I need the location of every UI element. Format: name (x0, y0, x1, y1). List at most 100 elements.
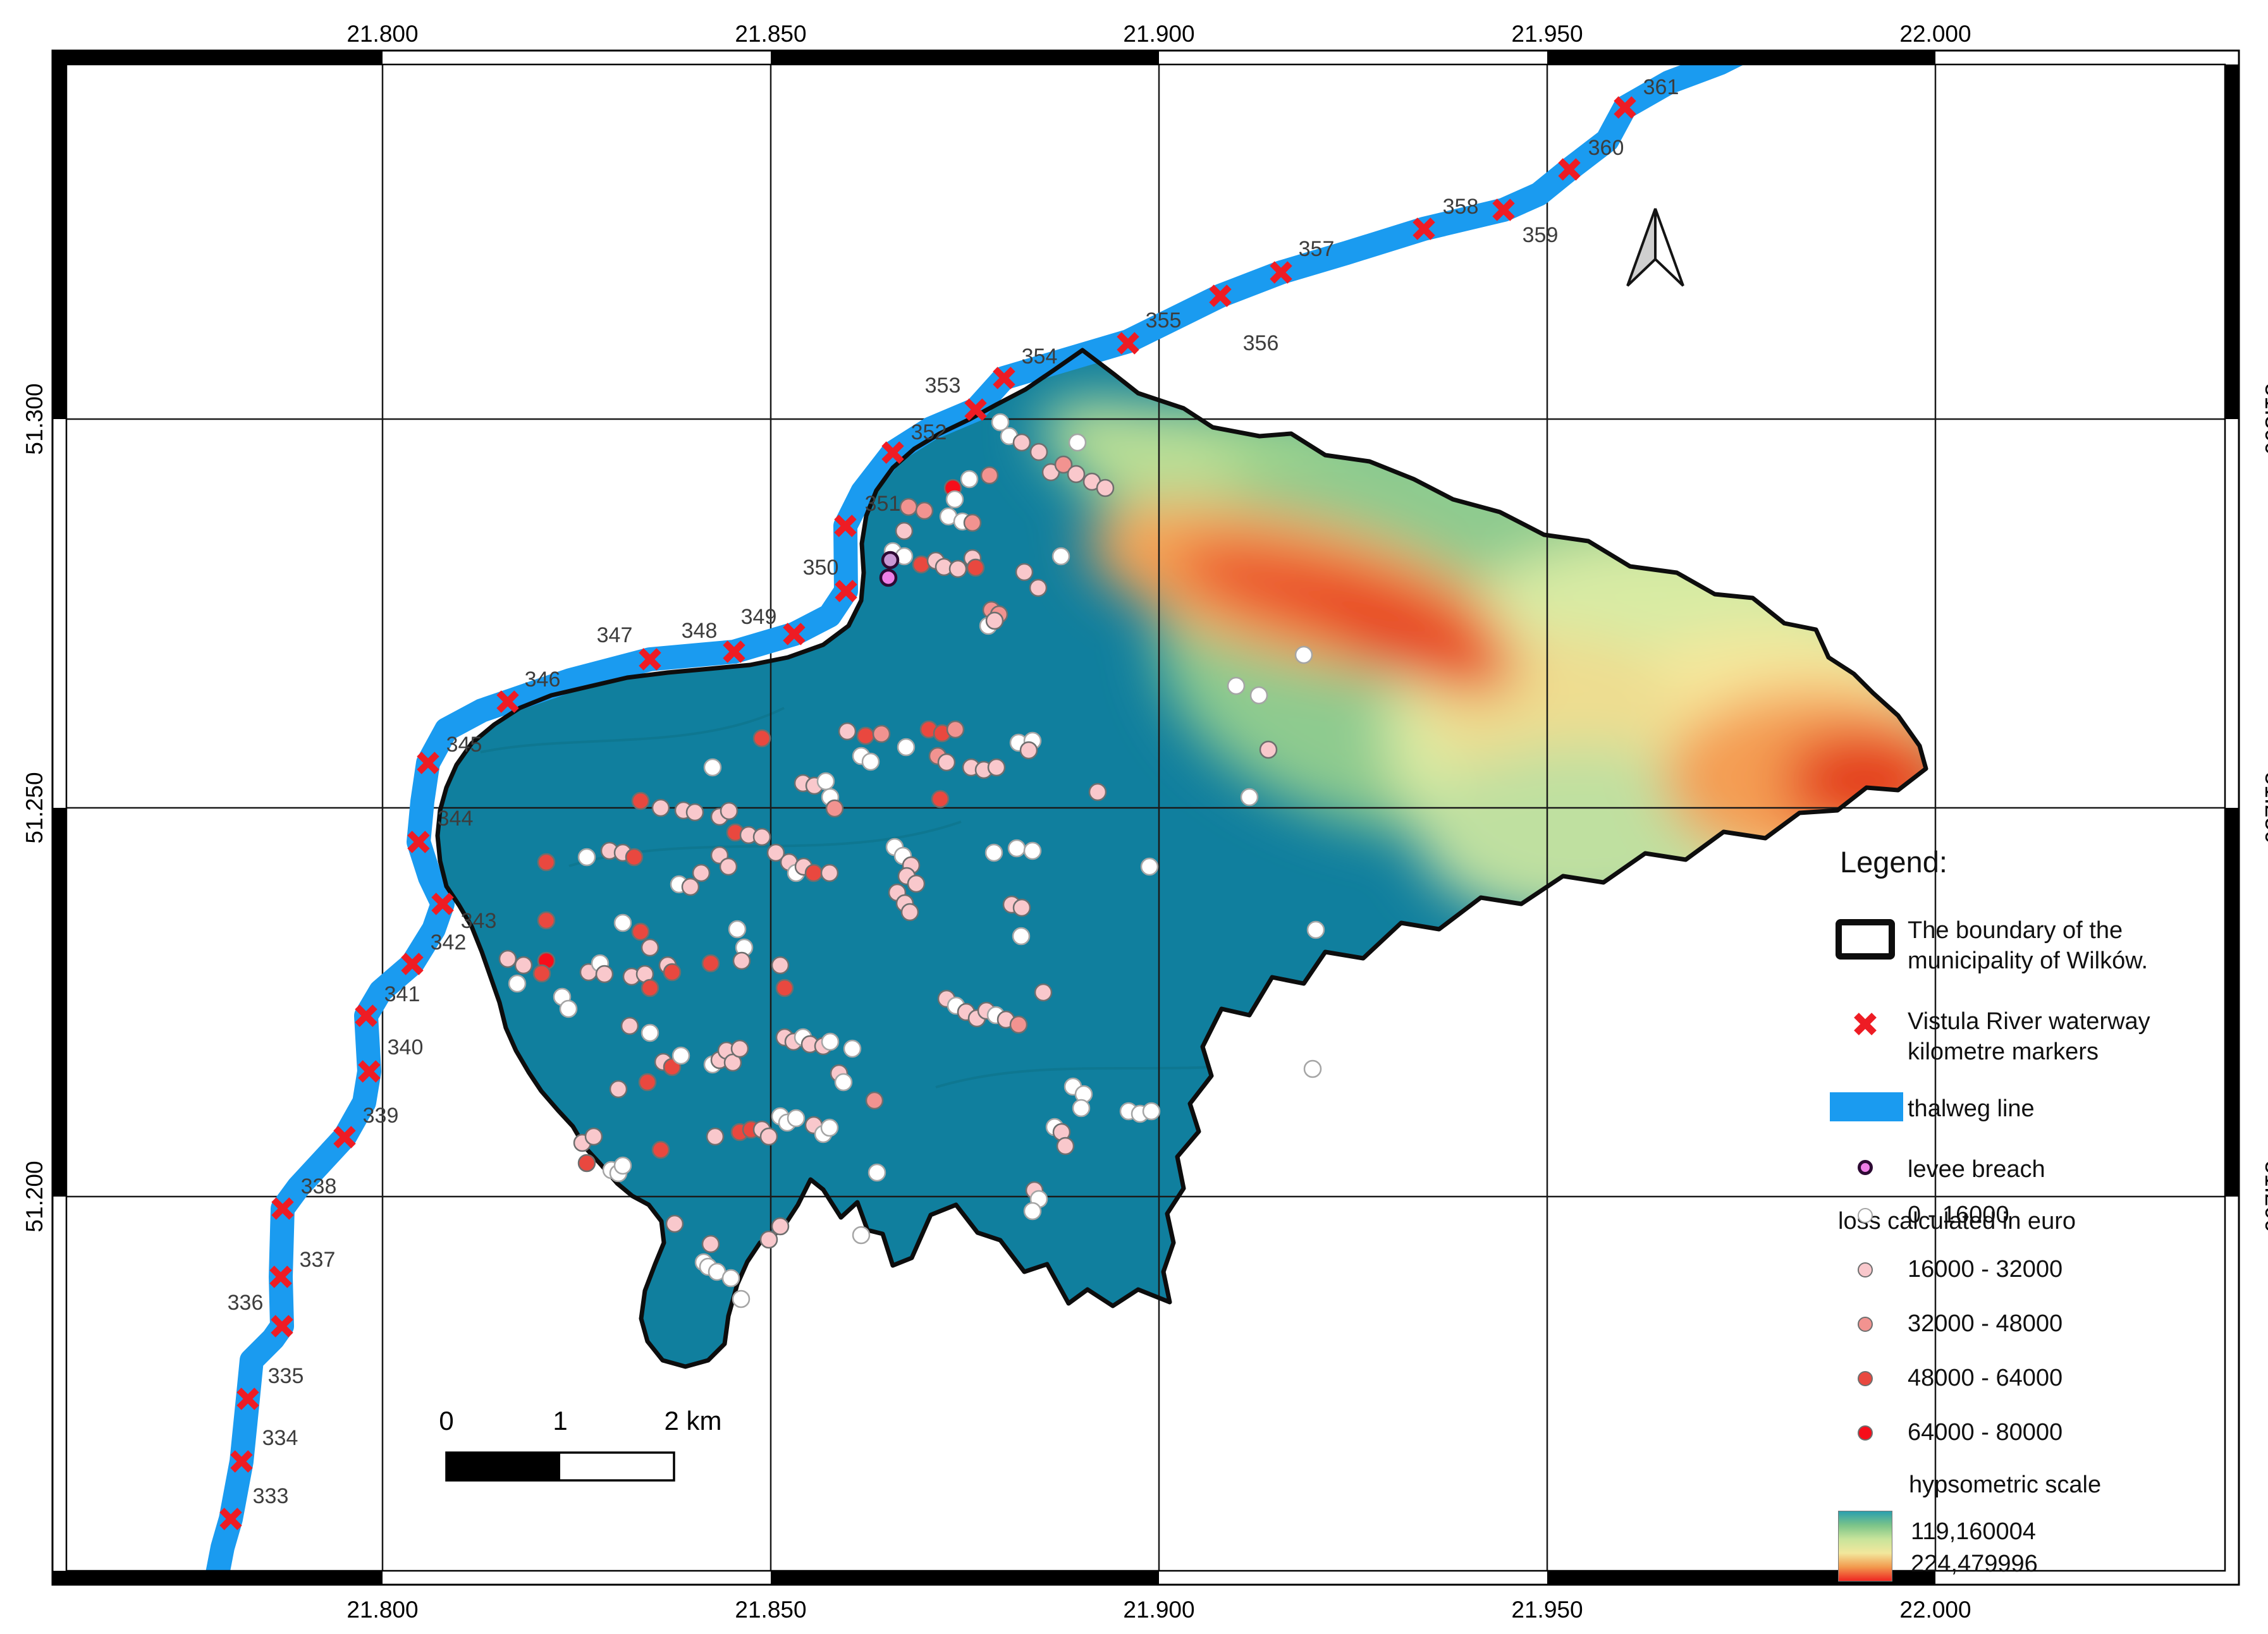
loss-point (872, 724, 891, 743)
loss-point (984, 843, 1003, 862)
legend-boundary-label: The boundary of the municipality of Wilk… (1908, 917, 2148, 974)
km-label-360: 360 (1588, 136, 1624, 160)
legend-hypso-header: hypsometric scale (1909, 1472, 2102, 1498)
km-marker-357 (1270, 261, 1292, 284)
km-label-351: 351 (865, 492, 901, 516)
loss-point (759, 1230, 778, 1249)
loss-class-icon (1858, 1317, 1873, 1332)
loss-point (804, 863, 823, 882)
loss-point (991, 413, 1010, 432)
loss-class-label: 0 - 16000 (1908, 1202, 2009, 1228)
km-marker-344 (407, 831, 430, 853)
loss-point (1068, 433, 1087, 452)
km-label-357: 357 (1299, 237, 1335, 261)
loss-point (631, 922, 650, 941)
km-label-336: 336 (228, 1291, 264, 1315)
km-marker-339 (333, 1126, 356, 1149)
km-marker-361 (1614, 96, 1636, 119)
km-marker-359 (1492, 198, 1515, 221)
loss-class-label: 32000 - 48000 (1908, 1310, 2063, 1337)
km-marker-350 (835, 580, 857, 602)
loss-point (1072, 1099, 1091, 1118)
loss-point (1015, 563, 1034, 582)
km-marker-349 (783, 623, 806, 645)
km-label-350: 350 (803, 556, 839, 580)
tick-label-top: 21.950 (1511, 21, 1583, 47)
loss-point (931, 790, 950, 808)
loss-point (663, 963, 682, 982)
legend-title: Legend: (1840, 845, 1947, 879)
km-marker-341 (355, 1004, 377, 1027)
loss-point (1142, 1102, 1161, 1121)
km-label-334: 334 (262, 1426, 298, 1450)
km-label-356: 356 (1243, 331, 1279, 355)
loss-point (559, 999, 578, 1018)
loss-point (1029, 578, 1048, 597)
loss-point (1249, 686, 1268, 705)
tick-label-bottom: 21.800 (346, 1597, 418, 1623)
loss-point (595, 965, 614, 984)
km-label-343: 343 (461, 909, 497, 933)
loss-point (1259, 740, 1278, 759)
loss-point (897, 738, 916, 757)
km-label-354: 354 (1022, 344, 1058, 369)
loss-point (613, 913, 632, 932)
km-label-339: 339 (363, 1104, 399, 1128)
loss-point (685, 803, 704, 822)
scale-bar-label: 1 (553, 1406, 567, 1436)
loss-point (721, 1269, 740, 1288)
km-label-349: 349 (741, 605, 777, 629)
tick-label-right: 51.250 (2260, 772, 2268, 843)
tick-label-bottom: 22.000 (1899, 1597, 1971, 1623)
km-label-352: 352 (911, 420, 947, 444)
loss-point (720, 802, 739, 820)
loss-point (701, 954, 720, 973)
loss-point (946, 720, 965, 739)
loss-point (1306, 920, 1325, 939)
tick-label-top: 21.800 (346, 21, 418, 47)
km-label-358: 358 (1443, 195, 1479, 219)
levee-breach-icon (1858, 1160, 1873, 1175)
km-label-335: 335 (268, 1364, 304, 1388)
tick-label-left: 51.200 (21, 1161, 47, 1232)
km-marker-360 (1558, 158, 1581, 181)
loss-class-icon (1858, 1371, 1873, 1386)
loss-point (1009, 1015, 1028, 1034)
loss-point (671, 1046, 690, 1065)
km-marker-337 (269, 1265, 292, 1288)
km-marker-336 (271, 1315, 293, 1338)
levee-breach-marker (879, 568, 898, 587)
tick-label-bottom: 21.950 (1511, 1597, 1583, 1623)
loss-point (787, 1109, 806, 1128)
hypsometric-gradient-swatch (1838, 1511, 1892, 1582)
tick-label-left: 51.250 (21, 772, 47, 843)
tick-label-top: 22.000 (1899, 21, 1971, 47)
tick-label-top: 21.850 (735, 21, 806, 47)
loss-point (651, 1140, 670, 1159)
loss-class-label: 16000 - 32000 (1908, 1256, 2063, 1283)
loss-point (732, 1290, 751, 1308)
loss-point (987, 758, 1006, 777)
tick-label-left: 51.300 (21, 383, 47, 454)
loss-point (577, 848, 596, 867)
km-label-337: 337 (300, 1248, 336, 1272)
loss-class-label: 48000 - 64000 (1908, 1365, 2063, 1391)
loss-class-icon (1858, 1425, 1873, 1441)
km-label-353: 353 (925, 374, 961, 398)
km-label-359: 359 (1523, 223, 1559, 247)
loss-point (1240, 788, 1259, 807)
loss-point (1140, 857, 1159, 876)
loss-point (609, 1080, 628, 1099)
loss-point (834, 1073, 853, 1092)
tick-label-top: 21.900 (1123, 21, 1194, 47)
legend-thalweg-label: thalweg line (1908, 1095, 2035, 1122)
legend-loss-class-row: 64000 - 80000 (1821, 1406, 2238, 1460)
loss-point (865, 1091, 884, 1110)
scale-bar-label: 0 (439, 1406, 453, 1436)
loss-point (838, 722, 857, 741)
loss-point (985, 611, 1004, 630)
loss-point (825, 799, 844, 818)
loss-point (960, 470, 979, 489)
